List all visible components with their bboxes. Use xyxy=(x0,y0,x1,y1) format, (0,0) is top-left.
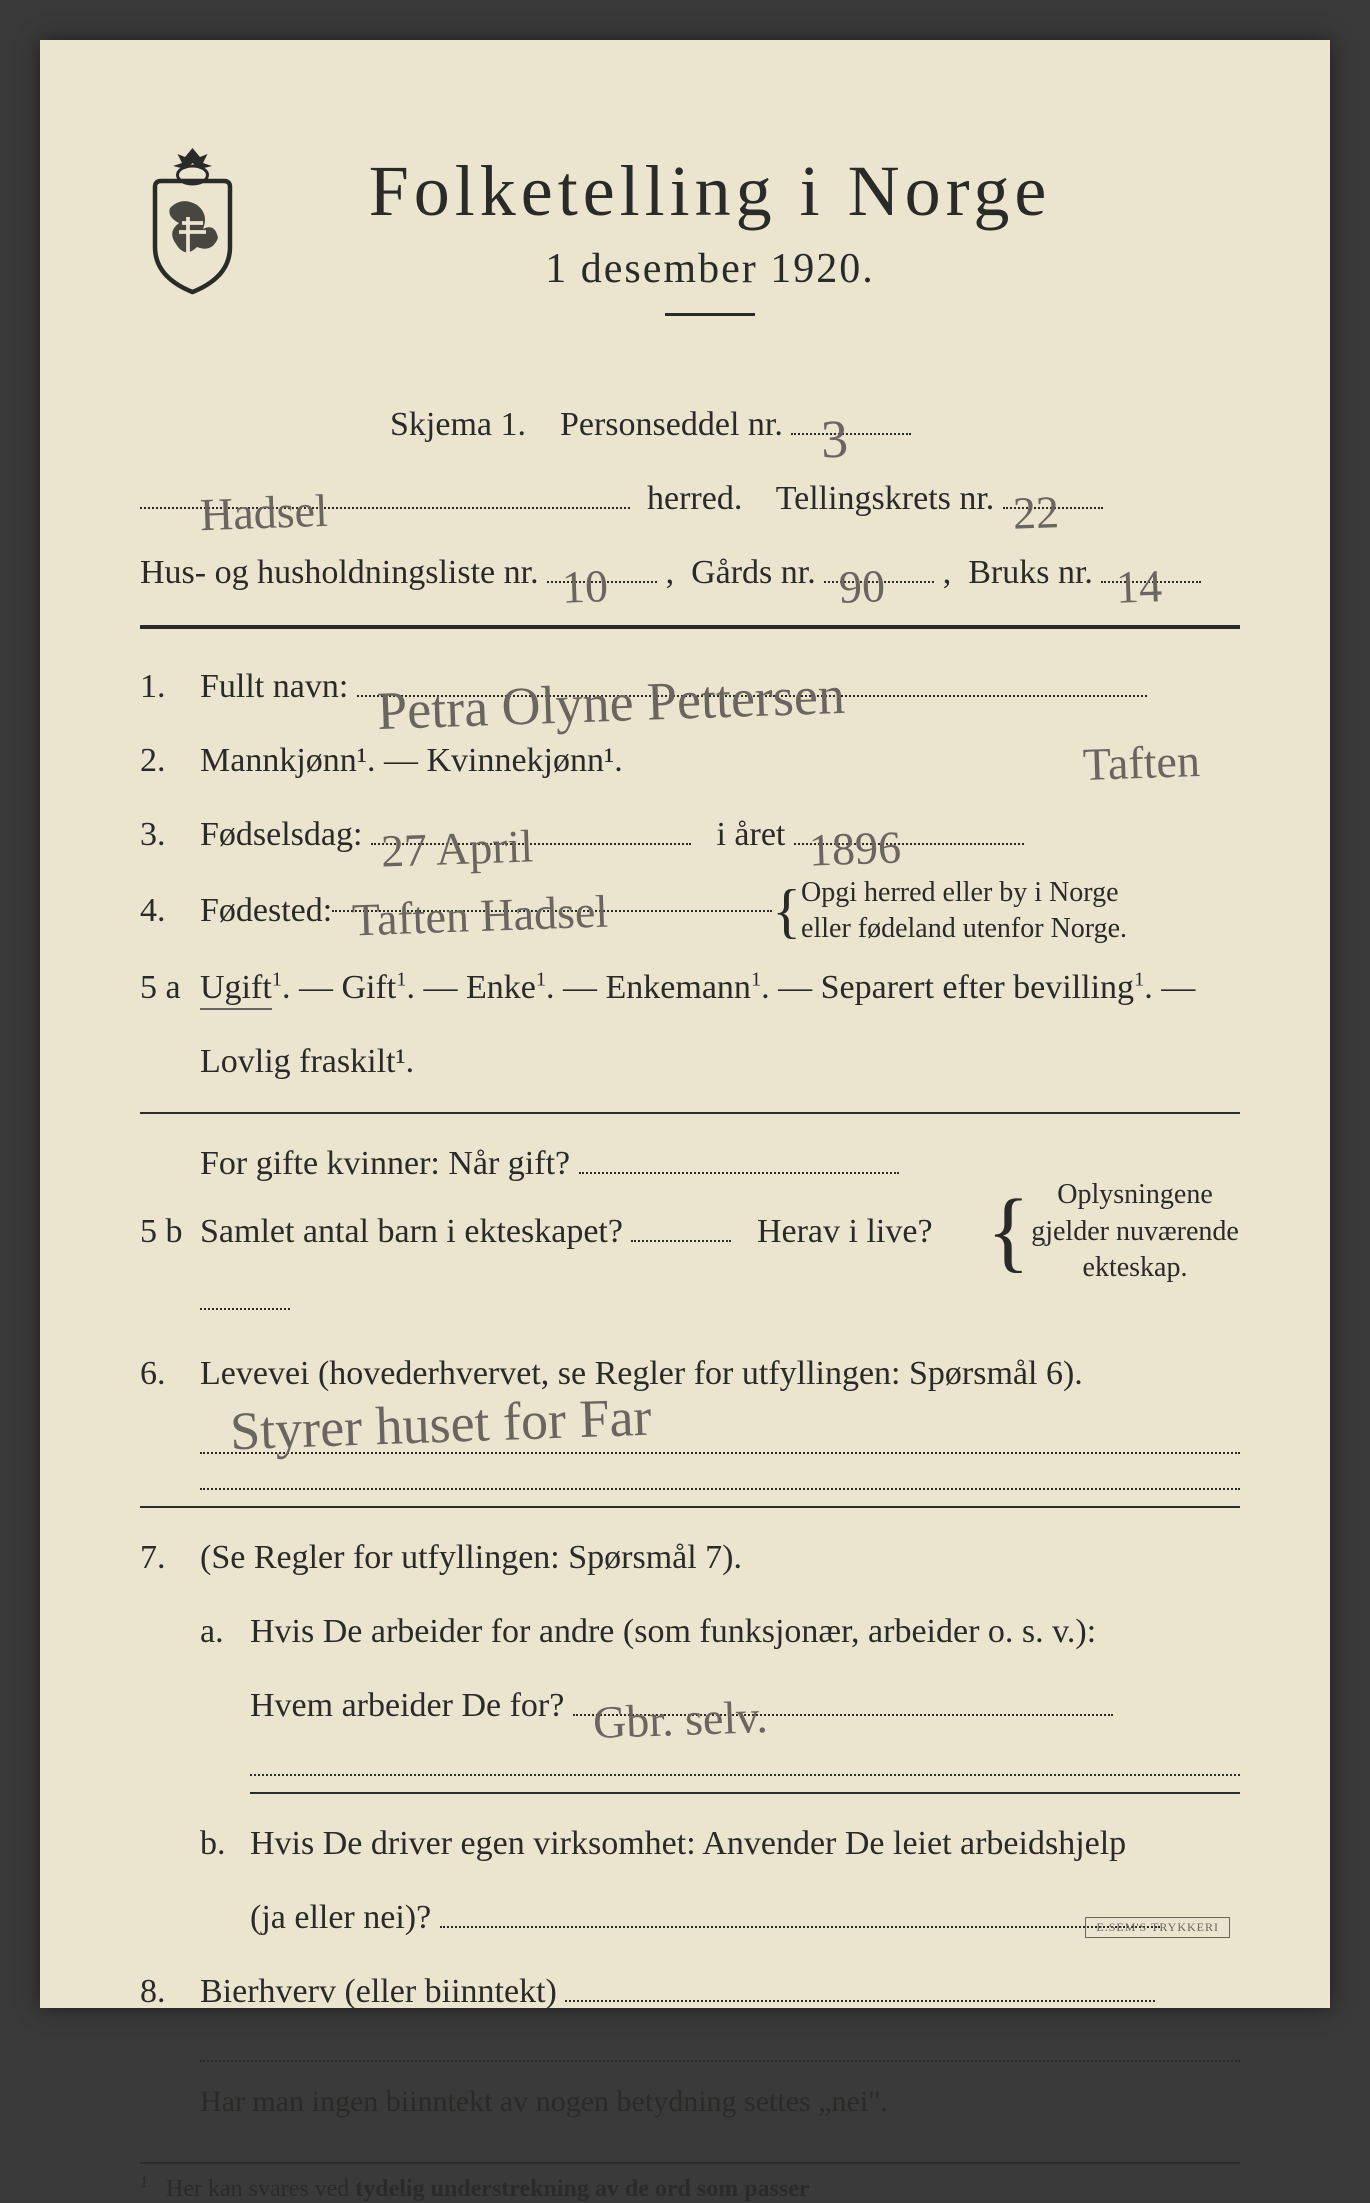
q5a: 5 a Ugift1. — Gift1. — Enke1. — Enkemann… xyxy=(140,954,1240,1022)
main-title: Folketelling i Norge xyxy=(280,150,1140,233)
q6-num: 6. xyxy=(140,1340,200,1408)
q6-line2 xyxy=(140,1460,1240,1490)
header: Folketelling i Norge 1 desember 1920. xyxy=(140,150,1240,351)
q5a-cont: Lovlig fraskilt¹. xyxy=(140,1028,1240,1096)
q6-field: Styrer huset for Far xyxy=(200,1414,1240,1454)
q5b-gift-field xyxy=(579,1172,899,1174)
q5b-l2b: Herav i live? xyxy=(757,1213,933,1250)
q7b-label: b. xyxy=(200,1810,250,1878)
rule-7a xyxy=(250,1792,1240,1794)
hushold-field: 10 xyxy=(547,581,657,583)
rule-top xyxy=(140,625,1240,629)
q7: 7. (Se Regler for utfyllingen: Spørsmål … xyxy=(140,1524,1240,1592)
q2-margin-note: Taften xyxy=(1082,715,1202,811)
title-block: Folketelling i Norge 1 desember 1920. xyxy=(280,150,1240,351)
q6-field2 xyxy=(200,1460,1240,1490)
q8-num: 8. xyxy=(140,1958,200,2026)
q4-value: Taften Hadsel xyxy=(351,866,610,967)
q5b-l1: For gifte kvinner: Når gift? xyxy=(200,1145,570,1182)
q7a-field: Gbr. selv. xyxy=(573,1714,1113,1716)
coat-of-arms-icon xyxy=(140,145,245,295)
brace-icon: { xyxy=(987,1209,1030,1254)
q5b: 5 b For gifte kvinner: Når gift? Samlet … xyxy=(140,1130,1240,1334)
q4-label: Fødested: xyxy=(200,877,332,945)
q7a: a. Hvis De arbeider for andre (som funks… xyxy=(140,1598,1240,1666)
q5a-text2: Lovlig fraskilt¹. xyxy=(200,1028,1240,1096)
brace-icon: { xyxy=(772,896,801,926)
gards-field: 90 xyxy=(824,581,934,583)
q6-line1: Styrer huset for Far xyxy=(140,1414,1240,1454)
row-skjema: Skjema 1. Personseddel nr. 3 xyxy=(140,391,1240,459)
q1-label: Fullt navn: xyxy=(200,668,348,705)
q7b-qlabel: (ja eller nei)? xyxy=(250,1899,431,1936)
q7a-label: a. xyxy=(200,1598,250,1666)
q3-label: Fødselsdag: xyxy=(200,816,362,853)
q5b-l2a: Samlet antal barn i ekteskapet? xyxy=(200,1213,623,1250)
row-herred: Hadsel herred. Tellingskrets nr. 22 xyxy=(140,465,1240,533)
divider xyxy=(665,313,755,316)
herred-label: herred. xyxy=(647,480,742,517)
q5b-barn-field xyxy=(631,1240,731,1242)
q7a-text: Hvis De arbeider for andre (som funksjon… xyxy=(250,1598,1240,1666)
subtitle: 1 desember 1920. xyxy=(280,245,1140,293)
q7b: b. Hvis De driver egen virksomhet: Anven… xyxy=(140,1810,1240,1878)
q1-field: Petra Olyne Pettersen xyxy=(357,695,1147,697)
q3: 3. Fødselsdag: 27 April i året 1896 xyxy=(140,801,1240,869)
q7-label: (Se Regler for utfyllingen: Spørsmål 7). xyxy=(200,1524,1240,1592)
personseddel-field: 3 xyxy=(791,433,911,435)
hushold-label: Hus- og husholdningsliste nr. xyxy=(140,554,539,591)
hushold-value: 10 xyxy=(560,540,609,634)
gards-value: 90 xyxy=(838,540,887,634)
q8-label: Bierhverv (eller biinntekt) xyxy=(200,1973,557,2010)
q5a-text: Ugift1. — Gift1. — Enke1. — Enkemann1. —… xyxy=(200,969,1195,1006)
krets-field: 22 xyxy=(1003,507,1103,509)
q3-year-field: 1896 xyxy=(794,843,1024,845)
q8-line2 xyxy=(140,2032,1240,2062)
row-hushold: Hus- og husholdningsliste nr. 10 , Gårds… xyxy=(140,539,1240,607)
bruks-value: 14 xyxy=(1115,540,1164,634)
q3-num: 3. xyxy=(140,801,200,869)
q5b-num: 5 b xyxy=(140,1198,200,1266)
q2: 2. Mannkjønn¹. — Kvinnekjønn¹. Taften xyxy=(140,727,1240,795)
q8-field xyxy=(565,2000,1155,2002)
krets-label: Tellingskrets nr. xyxy=(776,480,995,517)
tail-note: Har man ingen biinntekt av nogen betydni… xyxy=(140,2072,1240,2132)
q7a-line2 xyxy=(140,1746,1240,1776)
q8-field2 xyxy=(200,2032,1240,2062)
q5b-live-field xyxy=(200,1308,290,1310)
q4-num: 4. xyxy=(140,877,200,945)
q7-num: 7. xyxy=(140,1524,200,1592)
q8: 8. Bierhverv (eller biinntekt) xyxy=(140,1958,1240,2026)
q1: 1. Fullt navn: Petra Olyne Pettersen xyxy=(140,653,1240,721)
q5b-note: Oplysningene gjelder nuværende ekteskap. xyxy=(1030,1177,1240,1286)
q4-field: Taften Hadsel xyxy=(332,910,772,912)
census-form-page: Folketelling i Norge 1 desember 1920. Sk… xyxy=(40,40,1330,2008)
q7a-qlabel: Hvem arbeider De for? xyxy=(250,1687,564,1724)
bruks-field: 14 xyxy=(1101,581,1201,583)
q7b-field xyxy=(440,1926,1160,1928)
q7b-q: (ja eller nei)? xyxy=(140,1884,1240,1952)
bruks-label: Bruks nr. xyxy=(968,554,1093,591)
gards-label: Gårds nr. xyxy=(691,554,816,591)
q3-year-label: i året xyxy=(716,816,785,853)
rule-6 xyxy=(140,1506,1240,1508)
personseddel-label: Personseddel nr. xyxy=(560,406,783,443)
q4-note: Opgi herred eller by i Norge eller fødel… xyxy=(801,875,1131,948)
q7b-text: Hvis De driver egen virksomhet: Anvender… xyxy=(250,1810,1240,1878)
q5a-num: 5 a xyxy=(140,954,200,1022)
footnote: 1 Her kan svares ved tydelig understrekn… xyxy=(140,2174,1240,2203)
q2-num: 2. xyxy=(140,727,200,795)
footnote-rule xyxy=(140,2162,1240,2164)
q3-day-field: 27 April xyxy=(371,843,691,845)
printer-stamp: E.SEM'S TRYKKERI xyxy=(1085,1917,1230,1938)
q1-num: 1. xyxy=(140,653,200,721)
herred-field: Hadsel xyxy=(140,507,630,509)
q4: 4. Fødested: Taften Hadsel { Opgi herred… xyxy=(140,875,1240,948)
footnote-text: Her kan svares ved tydelig understreknin… xyxy=(166,2176,810,2202)
q7a-q: Hvem arbeider De for? Gbr. selv. xyxy=(140,1672,1240,1740)
skjema-label: Skjema 1. xyxy=(390,406,526,443)
rule-5a xyxy=(140,1112,1240,1114)
footnote-num: 1 xyxy=(140,2174,148,2191)
q7a-field2 xyxy=(250,1746,1240,1776)
